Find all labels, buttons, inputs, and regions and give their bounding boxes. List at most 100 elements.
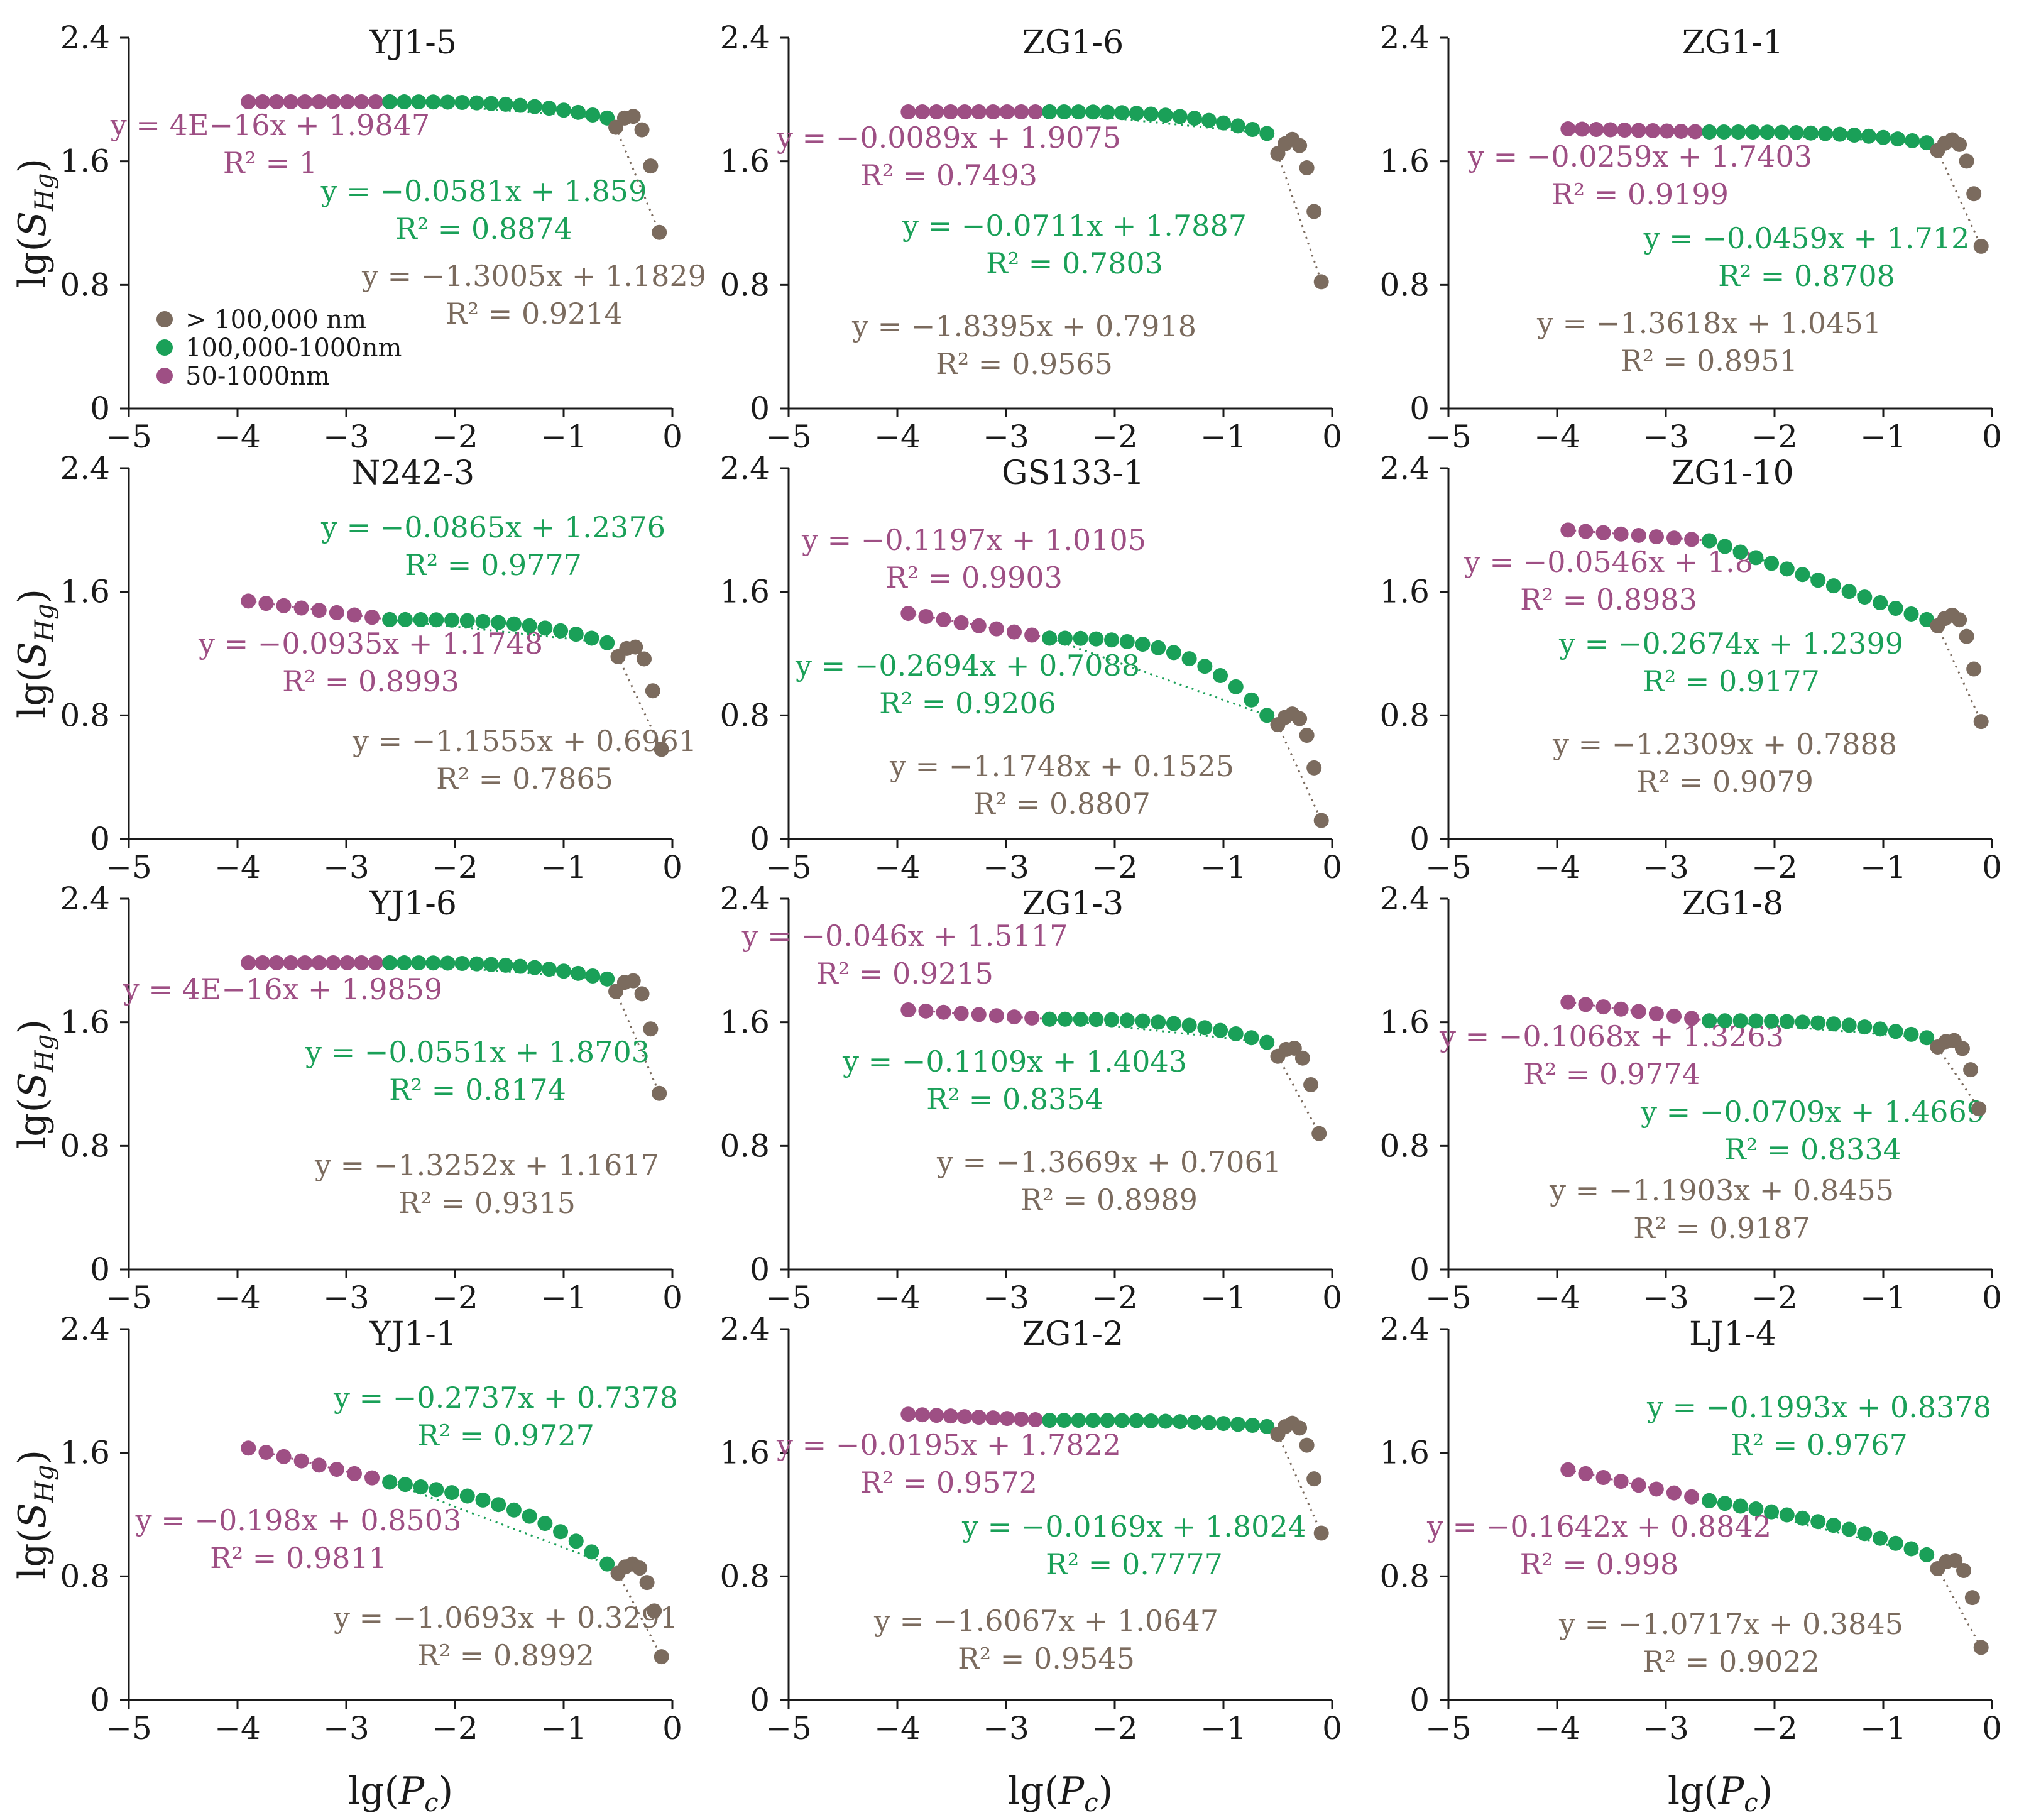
x-tick-label: −3 [323, 1710, 369, 1746]
x-tick-label: −4 [874, 849, 921, 885]
data-point-small [297, 955, 313, 971]
r-squared-label: R² = 0.9079 [1636, 765, 1814, 799]
data-point-small [1666, 1485, 1682, 1501]
data-point-large [1311, 1126, 1327, 1141]
data-point-small [988, 1008, 1004, 1024]
data-point-large [645, 683, 660, 699]
data-point-small [971, 618, 987, 633]
y-axis-title: lg(SHg) [11, 1450, 59, 1579]
data-point-large [625, 109, 641, 124]
y-tick-label: 0 [1409, 1682, 1430, 1718]
data-point-large [1973, 1640, 1989, 1655]
x-tick-label: 0 [1322, 419, 1342, 455]
x-tick-label: 0 [662, 1710, 682, 1746]
equation-label: y = −0.0551x + 1.8703 [305, 1035, 650, 1069]
x-tick-label: −2 [1092, 1710, 1138, 1746]
x-tick-label: −5 [765, 1710, 812, 1746]
x-tick-label: −4 [1534, 1710, 1580, 1746]
x-tick-label: −1 [1860, 849, 1907, 885]
data-point-medium [1151, 1014, 1166, 1030]
data-point-medium [498, 957, 513, 973]
data-point-large [1303, 1077, 1319, 1092]
data-point-small [943, 104, 958, 119]
x-tick-label: −5 [765, 1280, 812, 1316]
x-tick-label: −5 [1425, 419, 1472, 455]
data-point-large [634, 122, 650, 138]
data-point-medium [1143, 1413, 1159, 1429]
r-squared-label: R² = 0.8993 [282, 664, 459, 698]
data-point-medium [1803, 125, 1819, 141]
data-point-medium [1181, 651, 1197, 667]
data-point-medium [556, 963, 571, 979]
data-point-medium [382, 955, 398, 971]
data-point-small [1560, 1462, 1576, 1477]
data-point-small [914, 104, 930, 119]
y-tick-label: 2.4 [60, 880, 110, 917]
x-tick-label: −5 [106, 1710, 152, 1746]
legend-marker-small [156, 368, 173, 384]
data-point-large [1306, 760, 1322, 776]
panel-gs133-1: −5 −4 −3 −2 −1 0 0 0.8 1.6 2.4 GS133-1 y = −0.1197x… [720, 450, 1342, 885]
data-point-medium [527, 960, 542, 975]
data-point-small [1578, 1466, 1594, 1481]
data-point-small [1631, 1477, 1646, 1493]
data-point-large [1959, 628, 1974, 644]
data-point-medium [1716, 124, 1732, 140]
r-squared-label: R² = 0.8874 [395, 212, 572, 246]
data-point-small [241, 1440, 256, 1456]
data-point-medium [1057, 1011, 1073, 1027]
data-point-medium [1197, 1020, 1213, 1036]
data-point-small [346, 607, 362, 623]
data-point-medium [1056, 104, 1072, 120]
data-point-medium [1748, 550, 1764, 566]
data-point-small [1631, 123, 1646, 138]
x-tick-label: −1 [1860, 419, 1907, 455]
data-point-small [1027, 104, 1043, 119]
data-point-small [339, 94, 355, 110]
data-point-small [1631, 1004, 1646, 1019]
data-point-medium [1774, 124, 1790, 140]
equation-label: y = −0.1993x + 0.8378 [1646, 1390, 1991, 1424]
data-point-medium [537, 1516, 553, 1532]
data-point-medium [1157, 1413, 1173, 1429]
data-point-small [1560, 121, 1576, 137]
equation-label: y = −1.6067x + 1.0647 [873, 1604, 1218, 1638]
data-point-medium [1042, 1011, 1058, 1027]
y-tick-label: 1.6 [720, 1004, 770, 1041]
x-tick-label: −2 [432, 1280, 478, 1316]
data-point-large [1964, 1590, 1980, 1606]
data-point-medium [440, 955, 456, 971]
data-point-medium [584, 1544, 599, 1560]
panel-zg1-8: −5 −4 −3 −2 −1 0 0 0.8 1.6 2.4 ZG1-8 y = −0.1068x +… [1379, 880, 2001, 1316]
data-point-medium [1056, 1413, 1072, 1428]
y-tick-label: 0 [90, 390, 110, 427]
data-point-medium [1825, 1016, 1841, 1032]
data-point-medium [1841, 1521, 1857, 1537]
data-point-medium [413, 1479, 429, 1495]
data-point-small [1645, 123, 1661, 138]
data-point-medium [1228, 1026, 1244, 1041]
data-point-medium [1876, 129, 1891, 145]
panel-zg1-2: −5 −4 −3 −2 −1 0 0 0.8 1.6 2.4 ZG1-2 y = −0.0195x +… [720, 1311, 1342, 1817]
data-point-medium [1166, 1016, 1181, 1031]
data-point-medium [1259, 1418, 1275, 1434]
data-point-small [254, 94, 270, 110]
data-point-medium [397, 955, 412, 971]
r-squared-label: R² = 0.7493 [860, 158, 1037, 192]
data-point-medium [475, 1492, 491, 1508]
panel-lj1-4: −5 −4 −3 −2 −1 0 0 0.8 1.6 2.4 LJ1-4 y = −0.1642x +… [1379, 1311, 2001, 1817]
data-point-small [929, 1408, 944, 1423]
data-point-small [339, 955, 355, 971]
data-point-small [1578, 997, 1594, 1012]
y-tick-label: 2.4 [60, 19, 110, 56]
data-point-small [1684, 532, 1700, 547]
data-point-large [639, 1575, 655, 1591]
data-point-medium [411, 94, 427, 110]
y-tick-label: 1.6 [1379, 574, 1430, 610]
data-point-small [943, 1408, 958, 1424]
data-point-medium [1873, 595, 1888, 611]
data-point-small [1666, 1008, 1682, 1024]
data-point-small [1613, 1474, 1629, 1489]
data-point-medium [1873, 1530, 1888, 1546]
data-point-medium [1172, 1414, 1188, 1430]
